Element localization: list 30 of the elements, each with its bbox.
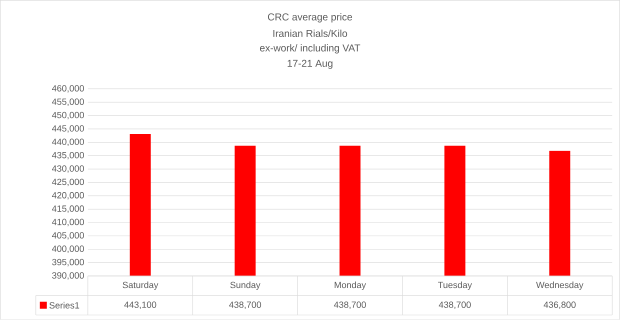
data-label: 436,800 — [544, 302, 576, 310]
y-tick-label: 405,000 — [52, 232, 84, 240]
x-tick-label: Sunday — [230, 282, 260, 290]
y-tick-label: 395,000 — [52, 258, 84, 266]
x-tick-label: Monday — [334, 282, 366, 290]
y-tick-label: 460,000 — [52, 85, 84, 93]
y-tick-label: 390,000 — [52, 272, 84, 280]
y-tick-label: 425,000 — [52, 178, 84, 186]
data-label: 438,700 — [334, 302, 366, 310]
x-tick-label: Saturday — [122, 282, 158, 290]
y-tick-label: 415,000 — [52, 206, 84, 213]
y-tick-label: 410,000 — [52, 218, 84, 226]
text: ex-work/ including VAT — [260, 44, 360, 54]
y-tick-label: 440,000 — [52, 138, 84, 146]
legend-label: Series1 — [49, 302, 80, 309]
y-tick-label: 450,000 — [52, 112, 84, 120]
y-tick-label: 400,000 — [52, 246, 84, 254]
data-label: 438,700 — [438, 302, 471, 310]
data-label: 443,100 — [124, 302, 156, 310]
x-tick-label: Tuesday — [438, 282, 472, 290]
y-tick-label: 445,000 — [52, 125, 84, 133]
y-tick-label: 430,000 — [52, 165, 84, 173]
chart-subtitle: Iranian Rials/Kilo — [273, 30, 348, 38]
y-tick-label: 455,000 — [52, 98, 84, 106]
data-label: 438,700 — [229, 302, 262, 310]
y-tick-label: 420,000 — [52, 192, 84, 200]
chart-title: CRC average price — [268, 13, 352, 23]
x-tick-label: Wednesday — [536, 282, 584, 290]
text: 17-21 Aug — [288, 60, 332, 69]
y-tick-label: 435,000 — [52, 152, 84, 160]
